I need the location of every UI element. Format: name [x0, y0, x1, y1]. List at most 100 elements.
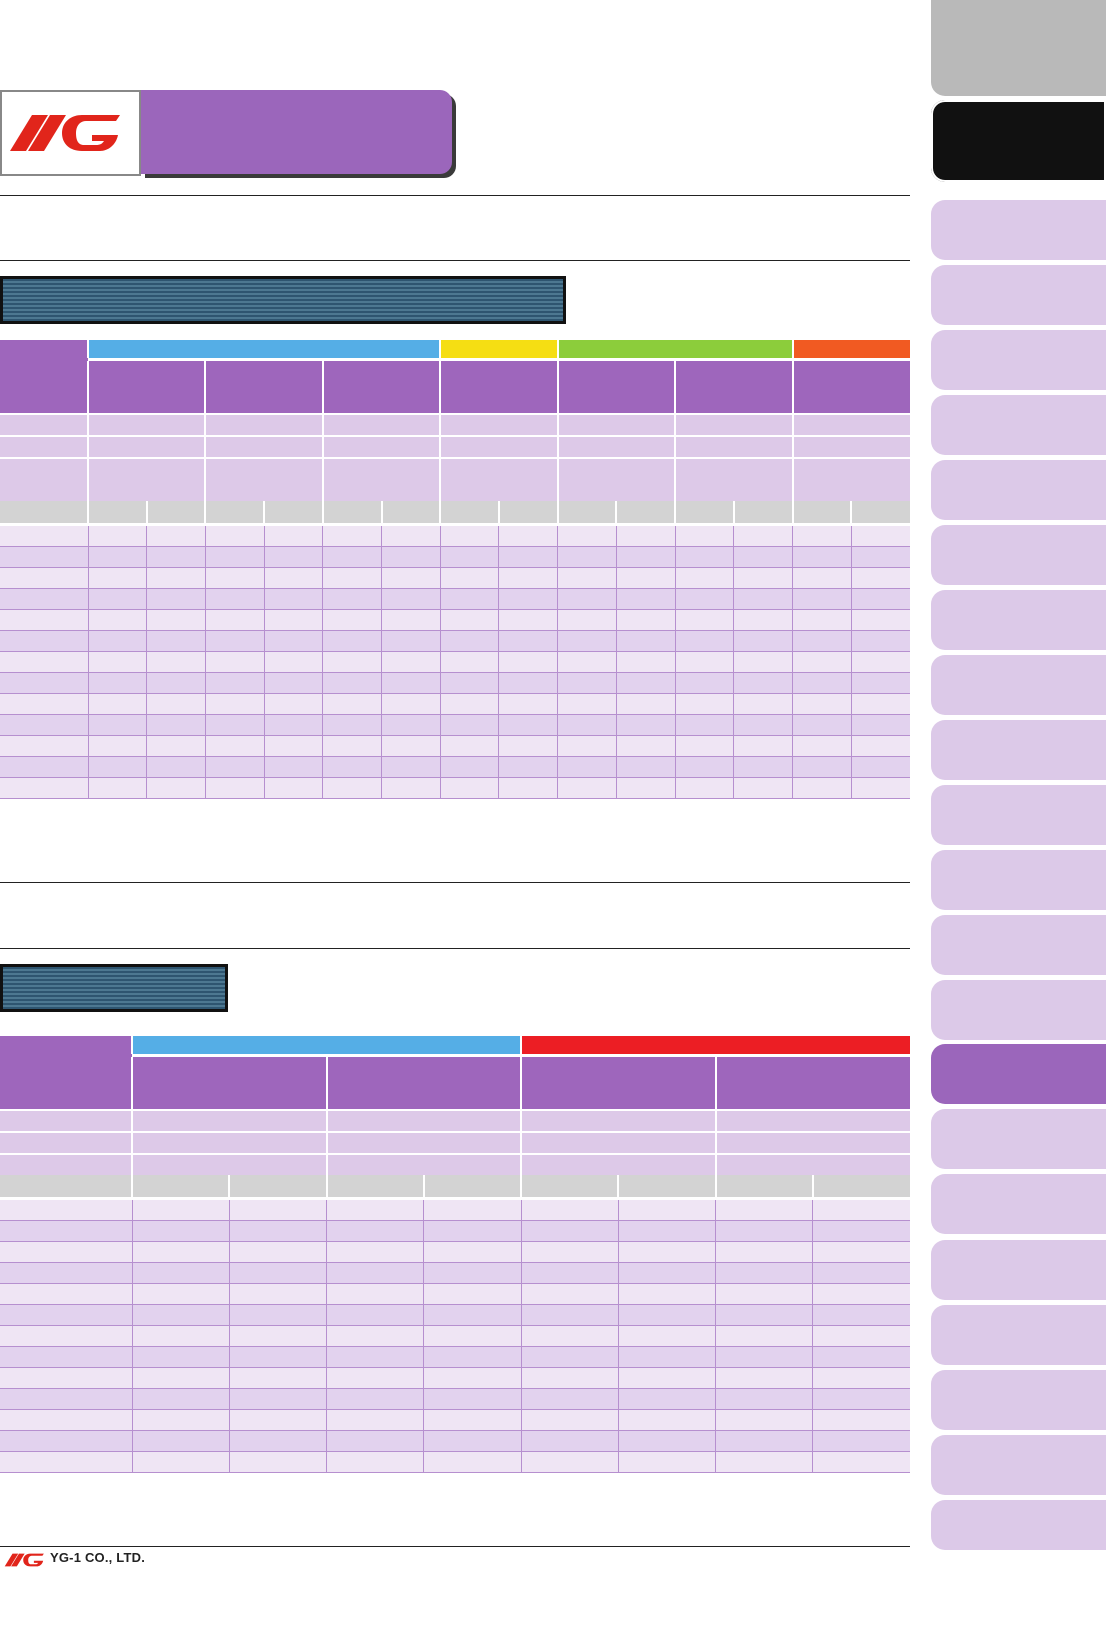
- table-cell: [263, 651, 323, 673]
- side-tab[interactable]: [931, 460, 1106, 520]
- table-cell: [520, 1430, 619, 1452]
- table-cell: [204, 777, 265, 799]
- table-cell: [423, 1220, 521, 1242]
- side-tab[interactable]: [931, 1305, 1106, 1365]
- header-corner-cell: [0, 340, 89, 358]
- unit-cell: [263, 501, 323, 523]
- side-tab[interactable]: [931, 1435, 1106, 1495]
- side-tab[interactable]: [931, 525, 1106, 585]
- table-cell: [0, 1409, 132, 1431]
- property-value-cell: [204, 457, 323, 501]
- table-cell: [146, 777, 206, 799]
- table-cell: [322, 526, 382, 547]
- category-gap: [132, 1054, 910, 1057]
- table-cell: [322, 609, 382, 631]
- table-cell: [617, 1409, 716, 1431]
- unit-header-row: [0, 501, 910, 523]
- side-tab[interactable]: [931, 850, 1106, 910]
- side-tab[interactable]: [931, 100, 1106, 182]
- grade-header-cell: [439, 361, 558, 414]
- table-cell: [714, 1346, 813, 1368]
- table-cell: [146, 693, 206, 715]
- table-cell: [0, 609, 89, 631]
- side-tab[interactable]: [931, 785, 1106, 845]
- table-cell: [615, 651, 676, 673]
- table-cell: [87, 588, 147, 610]
- side-tab[interactable]: [931, 200, 1106, 260]
- divider-section1: [0, 260, 910, 261]
- table-cell: [381, 630, 441, 652]
- spec-table-1: [0, 340, 910, 799]
- property-row: [0, 435, 910, 458]
- side-tab[interactable]: [931, 915, 1106, 975]
- table-cell: [792, 546, 852, 568]
- table-cell: [714, 1220, 813, 1242]
- side-tab[interactable]: [931, 1109, 1106, 1169]
- table-cell: [792, 609, 852, 631]
- property-value-cell: [674, 457, 793, 501]
- property-row: [0, 457, 910, 501]
- category-gap-row: [0, 358, 910, 361]
- table-cell: [131, 1304, 230, 1326]
- table-cell: [850, 630, 910, 652]
- property-value-cell: [87, 457, 206, 501]
- table-cell: [146, 756, 206, 778]
- table-cell: [439, 756, 499, 778]
- footer-divider: [0, 1546, 910, 1547]
- table-row: [0, 526, 910, 547]
- side-tab[interactable]: [931, 395, 1106, 455]
- property-label-cell: [0, 457, 89, 501]
- table-cell: [812, 1409, 910, 1431]
- table-cell: [792, 630, 852, 652]
- yg-logo-icon: [10, 115, 120, 151]
- table-cell: [204, 567, 265, 589]
- table-cell: [381, 567, 441, 589]
- table-cell: [0, 1220, 132, 1242]
- table-cell: [714, 1241, 813, 1263]
- side-tab[interactable]: [931, 1044, 1106, 1104]
- table-cell: [520, 1346, 619, 1368]
- table-cell: [439, 588, 499, 610]
- table-cell: [0, 1262, 132, 1284]
- table-cell: [0, 693, 89, 715]
- table-cell: [228, 1451, 327, 1473]
- table-cell: [498, 651, 558, 673]
- unit-cell: [615, 501, 676, 523]
- table-cell: [0, 567, 89, 589]
- side-tab[interactable]: [931, 980, 1106, 1040]
- table-cell: [263, 777, 323, 799]
- table-cell: [520, 1262, 619, 1284]
- side-tab[interactable]: [931, 265, 1106, 325]
- table-cell: [498, 630, 558, 652]
- table-cell: [520, 1241, 619, 1263]
- side-tab[interactable]: [931, 1174, 1106, 1234]
- side-tab[interactable]: [931, 655, 1106, 715]
- side-tab[interactable]: [931, 1500, 1106, 1550]
- table-cell: [228, 1283, 327, 1305]
- side-tab[interactable]: [931, 590, 1106, 650]
- table-cell: [498, 588, 558, 610]
- property-value-cell: [325, 1109, 521, 1132]
- side-tab[interactable]: [931, 1240, 1106, 1300]
- property-row: [0, 1153, 910, 1175]
- table-row: [0, 1241, 910, 1263]
- table-cell: [615, 693, 676, 715]
- table-cell: [617, 1283, 716, 1305]
- table-cell: [325, 1430, 424, 1452]
- table-cell: [520, 1367, 619, 1389]
- side-tab[interactable]: [931, 1370, 1106, 1430]
- table-cell: [498, 546, 558, 568]
- table-row: [0, 693, 910, 715]
- side-tab[interactable]: [931, 0, 1106, 96]
- table-cell: [87, 672, 147, 694]
- table-cell: [733, 588, 793, 610]
- table-cell: [322, 588, 382, 610]
- property-value-cell: [321, 435, 441, 458]
- table-cell: [0, 1451, 132, 1473]
- side-tab[interactable]: [931, 330, 1106, 390]
- table-cell: [617, 1325, 716, 1347]
- side-tab[interactable]: [931, 720, 1106, 780]
- unit-cell: [380, 501, 441, 523]
- table-row: [0, 546, 910, 568]
- table-cell: [498, 672, 558, 694]
